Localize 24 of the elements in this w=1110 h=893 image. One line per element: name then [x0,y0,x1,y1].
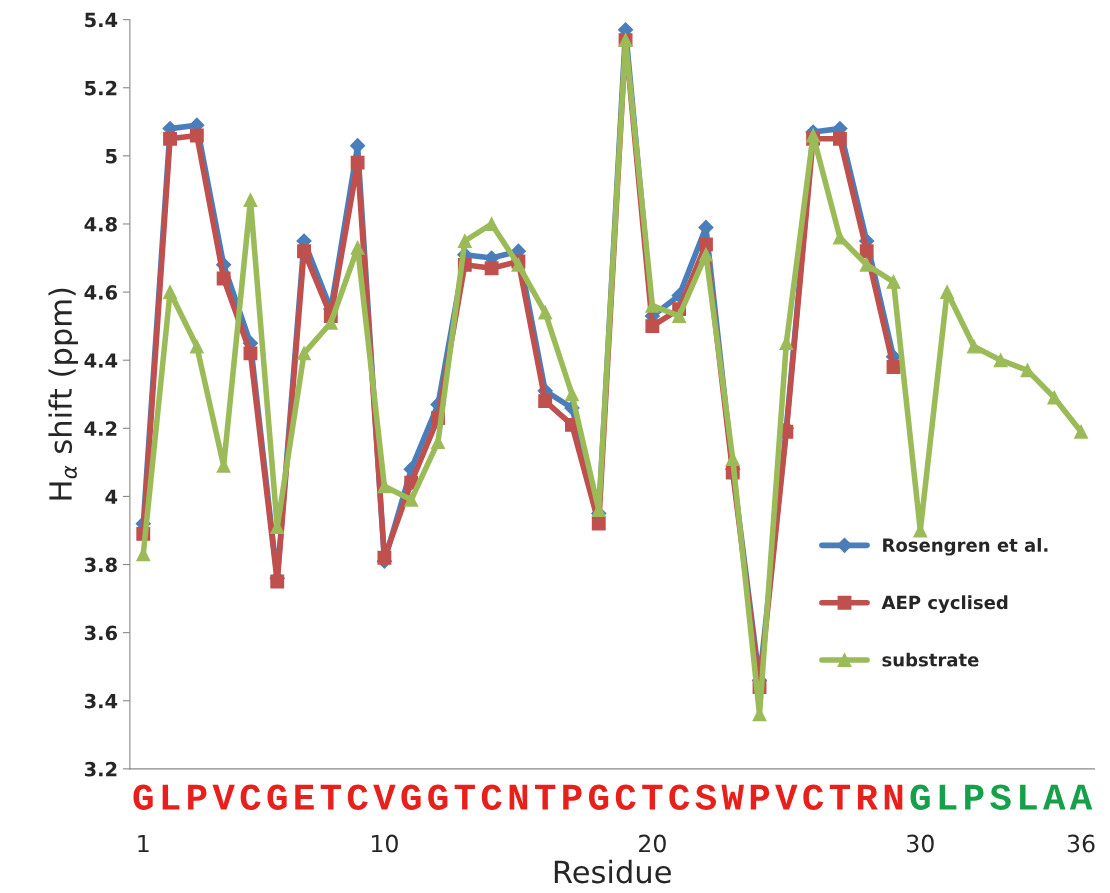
y-tick-label: 4.2 [84,421,117,436]
x-axis-title: Residue [554,859,671,884]
x-tick-label: 1 [138,834,149,853]
legend-label: Rosengren et al. [883,537,1048,556]
y-tick-label: 4.8 [84,216,117,232]
y-tick-label: 3.6 [84,625,118,641]
y-tick-label: 5.2 [85,80,117,96]
x-tick-label: 10 [371,834,398,853]
y-tick-label: 5 [106,149,117,164]
legend-label: substrate [882,652,979,667]
y-tick-label: 3.4 [84,693,118,709]
y-axis-title: H$_{α}$ shift (ppm) [48,288,78,500]
x-tick-label: 20 [639,834,666,853]
x-tick-label: 36 [1067,834,1095,853]
y-tick-label: 4.4 [84,353,118,368]
y-tick-label: 4 [105,489,118,504]
y-tick-label: 5.4 [85,12,118,28]
x-tick-label: 30 [907,834,934,853]
text: GLPSLAA [910,784,1093,810]
text: GLPVCGETCVGGTCNTPGCTCSWPVCTRN [133,784,903,810]
y-tick-label: 3.8 [84,557,117,573]
legend-label: AEP cyclised [881,595,1008,613]
y-tick-label: 4.6 [84,285,118,300]
y-tick-label: 3.2 [84,761,117,777]
